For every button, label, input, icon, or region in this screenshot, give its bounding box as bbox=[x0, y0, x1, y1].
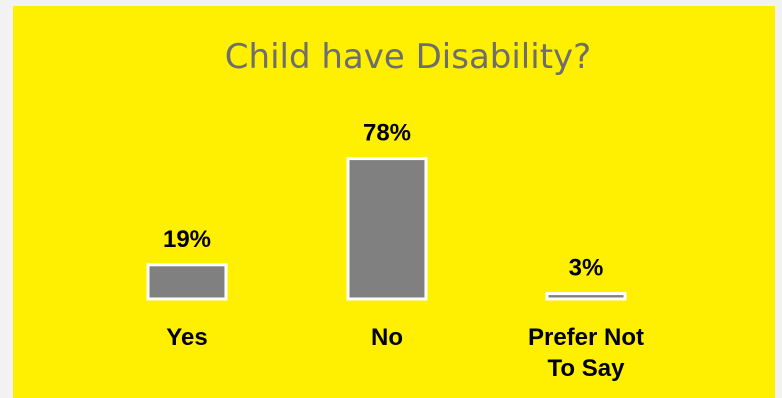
bar-no bbox=[346, 157, 428, 301]
bar-prefer-not-to-say bbox=[545, 292, 627, 301]
value-label-no: 78% bbox=[363, 120, 411, 147]
value-label-yes: 19% bbox=[163, 226, 211, 253]
category-labels-group: Yes No Prefer Not To Say bbox=[166, 324, 644, 382]
bars-group bbox=[146, 157, 627, 301]
bar-yes bbox=[146, 263, 228, 301]
value-labels-group: 19% 78% 3% bbox=[163, 120, 603, 282]
value-label-prefer-not-to-say: 3% bbox=[569, 255, 604, 282]
chart-panel: Child have Disability? 19% 78% 3% Yes No Pre… bbox=[13, 6, 775, 398]
bar-chart: Child have Disability? 19% 78% 3% Yes No Pre… bbox=[146, 37, 644, 382]
category-label-prefer-not-to-say: Prefer Not To Say bbox=[528, 324, 644, 382]
category-label-yes: Yes bbox=[166, 324, 207, 351]
chart-title: Child have Disability? bbox=[225, 37, 591, 77]
category-label-no: No bbox=[371, 324, 403, 351]
